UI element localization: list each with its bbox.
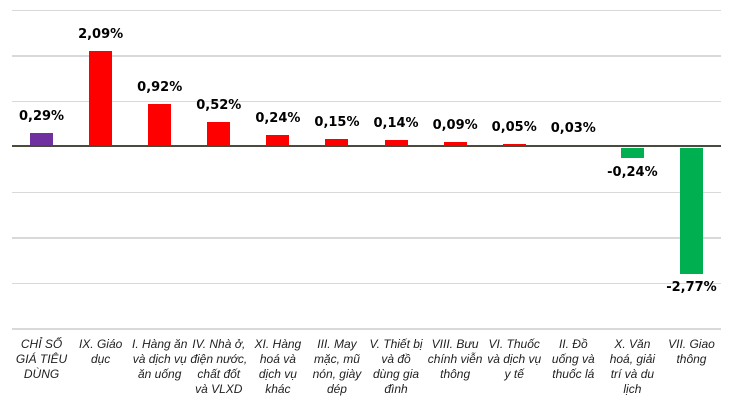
category-label: IX. Giáo dục — [78, 337, 123, 366]
value-label: 0,05% — [491, 119, 537, 135]
gridline — [12, 55, 721, 57]
bar — [207, 122, 231, 146]
bar — [89, 50, 113, 146]
value-label: 0,92% — [137, 80, 183, 96]
category-label: VI. Thuốc và dịch vụ y tế — [487, 337, 542, 381]
gridline — [12, 237, 721, 239]
gridline — [12, 328, 721, 330]
category-label: VII. Giao thông — [668, 337, 715, 366]
value-label: 0,14% — [373, 115, 419, 131]
category-label: III. May mặc, mũ nón, giày dép — [312, 337, 362, 396]
bar — [679, 147, 703, 274]
category-label: CHỈ SỐ GIÁ TIÊU DÙNG — [15, 337, 68, 381]
category-label: V. Thiết bị và đồ dùng gia đình — [369, 337, 423, 396]
bar — [30, 132, 54, 146]
category-label: I. Hàng ăn và dịch vụ ăn uống — [132, 337, 188, 381]
value-label: 0,52% — [196, 98, 242, 114]
value-label: 0,09% — [432, 117, 478, 133]
category-label: IV. Nhà ở, điện nước, chất đốt và VLXD — [190, 337, 248, 396]
bar — [148, 104, 172, 146]
value-label: 0,15% — [314, 115, 360, 131]
value-label: -0,24% — [607, 164, 658, 180]
category-label: VIII. Bưu chính viễn thông — [427, 337, 483, 381]
value-label: 0,03% — [550, 120, 596, 136]
bar — [384, 139, 408, 146]
category-label: II. Đồ uống và thuốc lá — [551, 337, 595, 381]
value-label: 0,29% — [18, 108, 65, 124]
value-label: -2,77% — [666, 280, 717, 296]
value-label: 2,09% — [78, 26, 124, 42]
bar — [325, 139, 349, 146]
gridline — [12, 191, 721, 193]
bar — [266, 135, 290, 146]
gridline — [12, 9, 721, 11]
bar — [443, 141, 467, 146]
gridline — [12, 282, 721, 284]
bar — [620, 147, 644, 159]
category-label: X. Văn hoá, giải trí và du lịch — [609, 337, 656, 396]
value-label: 0,24% — [255, 111, 301, 127]
category-label: XI. Hàng hoá và dịch vụ khác — [254, 337, 302, 396]
x-axis-line — [12, 144, 721, 148]
gridline — [12, 100, 721, 102]
